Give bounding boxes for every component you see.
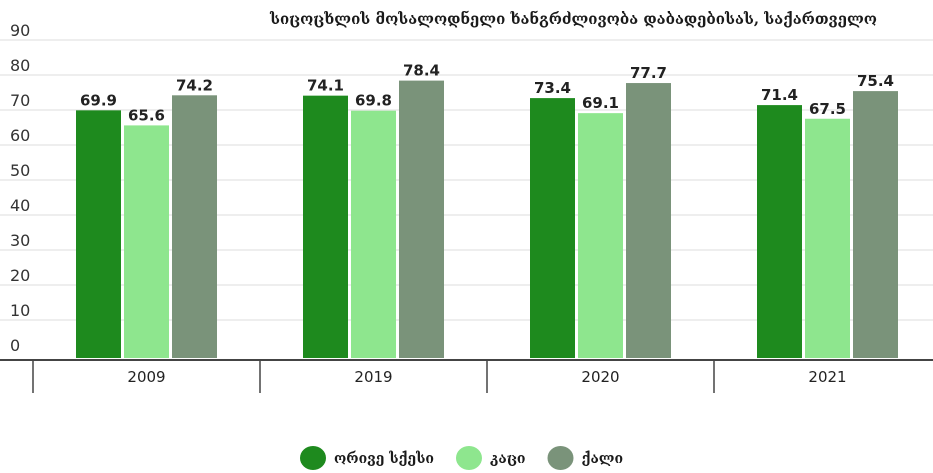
x-axis: 2009 2019 2020 2021 [0, 359, 933, 393]
bar [76, 110, 121, 358]
legend: ორივე სქესი კაცი ქალი [300, 446, 623, 470]
y-tick-label: 40 [10, 196, 30, 215]
bar-value-label: 77.7 [630, 64, 667, 82]
y-tick-label: 90 [10, 21, 30, 40]
bar-value-label: 75.4 [857, 72, 894, 90]
bar [578, 113, 623, 359]
bar [351, 110, 396, 358]
bar-value-label: 69.8 [355, 92, 392, 110]
x-tick-label: 2009 [127, 368, 165, 386]
x-tick-label: 2020 [581, 368, 619, 386]
legend-label: ორივე სქესი [334, 451, 434, 467]
bars [76, 80, 898, 359]
value-labels: 69.9 65.6 74.2 74.1 69.8 78.4 73.4 69.1 77.7 71.4… [80, 62, 894, 125]
y-tick-label: 70 [10, 91, 30, 110]
bar [303, 95, 348, 359]
bar [172, 95, 217, 359]
bar [805, 118, 850, 358]
bar-value-label: 74.2 [176, 76, 213, 94]
legend-marker [547, 446, 574, 470]
y-tick-label: 0 [10, 336, 20, 355]
bar [530, 98, 575, 358]
y-tick-label: 20 [10, 266, 30, 285]
y-tick-label: 60 [10, 126, 30, 145]
y-tick-label: 50 [10, 161, 30, 180]
y-tick-label: 80 [10, 56, 30, 75]
bar-value-label: 65.6 [128, 106, 165, 124]
bar [399, 80, 444, 358]
y-tick-label: 10 [10, 301, 30, 320]
legend-label: კაცი [490, 451, 526, 467]
bar [626, 83, 671, 359]
legend-marker [455, 446, 482, 470]
bar-value-label: 71.4 [761, 86, 798, 104]
y-tick-label: 30 [10, 231, 30, 250]
legend-label: ქალი [582, 451, 624, 467]
bar-value-label: 69.9 [80, 91, 117, 109]
bar [853, 91, 898, 358]
bar-value-label: 67.5 [809, 100, 846, 118]
x-tick-label: 2021 [808, 368, 846, 386]
bar-value-label: 73.4 [534, 79, 571, 97]
bar [757, 105, 802, 358]
y-axis-ticks: 0 10 20 30 40 50 60 70 80 90 [10, 21, 30, 355]
bar-value-label: 74.1 [307, 77, 344, 95]
bar [124, 125, 169, 359]
bar-value-label: 78.4 [403, 62, 440, 80]
legend-marker [300, 446, 326, 470]
x-tick-label: 2019 [354, 368, 392, 386]
bar-value-label: 69.1 [582, 94, 619, 112]
chart-title: სიცოცხლის მოსალოდნელი ხანგრძლივობა დაბად… [269, 10, 877, 28]
